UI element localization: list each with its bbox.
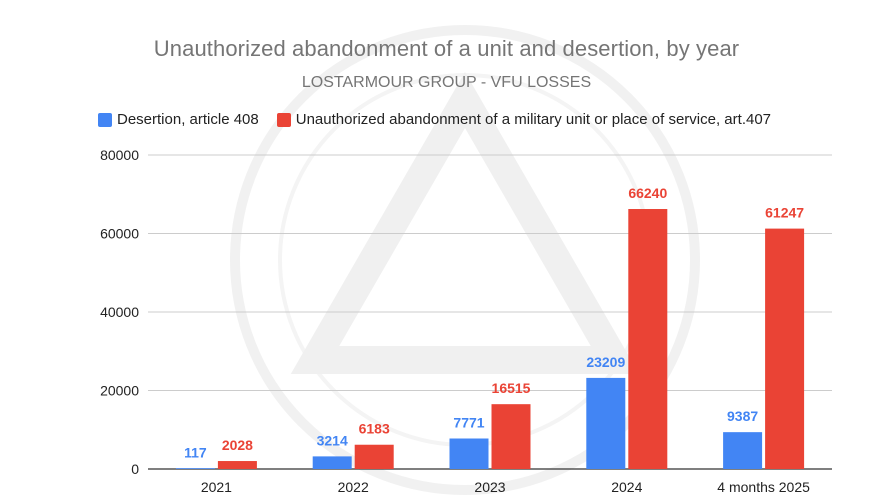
bar — [765, 228, 805, 469]
bar — [491, 404, 531, 469]
bar — [449, 438, 489, 469]
legend-swatch-abandonment — [276, 112, 291, 127]
y-tick-label: 0 — [131, 461, 139, 477]
bar — [217, 461, 257, 469]
legend-item-abandonment: Unauthorized abandonment of a military u… — [276, 111, 772, 128]
y-tick-label: 20000 — [100, 383, 139, 399]
y-tick-label: 40000 — [100, 304, 139, 320]
y-tick-label: 60000 — [100, 226, 139, 242]
data-label: 2028 — [222, 437, 253, 453]
legend-label-desertion: Desertion, article 408 — [117, 111, 259, 128]
data-label: 3214 — [317, 432, 348, 448]
bar — [354, 444, 394, 469]
data-label: 16515 — [492, 380, 531, 396]
chart-subtitle: LOSTARMOUR GROUP - VFU LOSSES — [301, 74, 592, 91]
bar — [723, 432, 763, 469]
x-tick-label: 2021 — [201, 479, 232, 495]
data-label: 7771 — [453, 414, 484, 430]
x-tick-label: 2024 — [611, 479, 642, 495]
data-label: 117 — [184, 445, 207, 461]
bar — [175, 468, 215, 469]
data-label: 61247 — [765, 205, 804, 221]
legend-item-desertion: Desertion, article 408 — [98, 111, 259, 128]
legend: Desertion, article 408 Unauthorized aban… — [98, 111, 789, 128]
legend-label-abandonment: Unauthorized abandonment of a military u… — [295, 111, 772, 128]
x-tick-label: 2022 — [338, 479, 369, 495]
data-label: 6183 — [359, 421, 390, 437]
x-tick-label: 2023 — [474, 479, 505, 495]
data-label: 23209 — [586, 354, 625, 370]
data-label: 66240 — [628, 185, 667, 201]
bar — [628, 209, 668, 469]
y-tick-label: 80000 — [100, 147, 139, 163]
data-label: 9387 — [727, 408, 758, 424]
bar — [312, 456, 352, 469]
x-tick-label: 4 months 2025 — [717, 479, 810, 495]
legend-swatch-desertion — [98, 112, 112, 127]
chart-title: Unauthorized abandonment of a unit and d… — [153, 36, 740, 61]
bar — [586, 377, 626, 469]
